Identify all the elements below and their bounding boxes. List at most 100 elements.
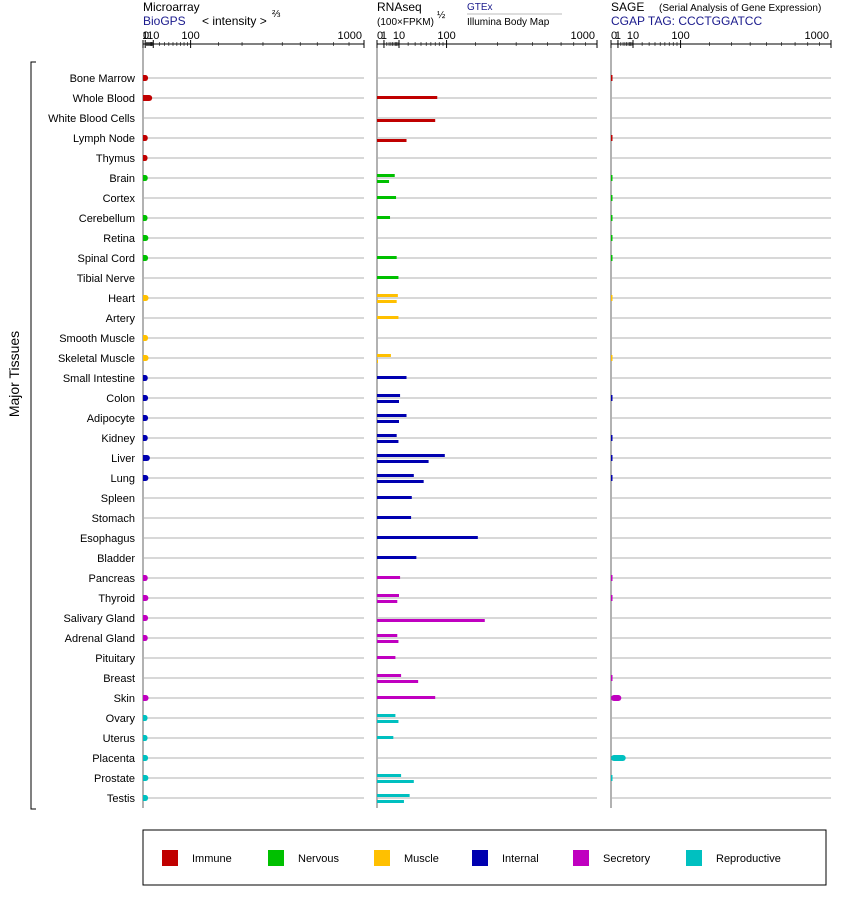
rnaseq-tick-label: 100 <box>437 30 455 42</box>
ibm-bar <box>377 780 414 783</box>
gtex-bar <box>377 556 417 559</box>
gtex-bar <box>377 174 395 177</box>
microarray-bar-body <box>143 155 146 161</box>
microarray-bar-body <box>143 255 146 261</box>
ibm-bar <box>377 800 404 803</box>
microarray-bar-body <box>143 295 146 301</box>
legend-label: Reproductive <box>716 853 781 865</box>
gtex-bar <box>377 376 407 379</box>
tissue-label: Thyroid <box>98 593 135 605</box>
microarray-bar-body <box>143 95 148 101</box>
ibm-bar <box>377 460 429 463</box>
tissue-label: Bone Marrow <box>70 73 135 85</box>
rnaseq-source-gtex: GTEx <box>467 2 493 13</box>
microarray-tick-label: 100 <box>181 30 199 42</box>
tissue-label: Thymus <box>96 153 136 165</box>
tissue-label: Cortex <box>103 193 136 205</box>
sage-bar <box>611 475 613 481</box>
tissue-label: Skeletal Muscle <box>58 353 135 365</box>
microarray-tick-label: 10 <box>147 30 159 42</box>
microarray-scale-label: < intensity > <box>202 14 267 28</box>
sage-bar <box>611 175 613 181</box>
gtex-bar <box>377 714 396 717</box>
ibm-bar <box>377 180 390 183</box>
tissue-label: Smooth Muscle <box>59 333 135 345</box>
tissue-label: Esophagus <box>80 533 136 545</box>
expression-bars <box>143 75 626 803</box>
microarray-bar-body <box>143 415 146 421</box>
sage-bar <box>611 355 613 361</box>
sage-title: SAGE <box>611 0 644 14</box>
gtex-bar <box>377 434 397 437</box>
ibm-bar <box>377 600 398 603</box>
gtex-bar <box>377 774 402 777</box>
sage-subtitle: CGAP TAG: CCCTGGATCC <box>611 14 762 28</box>
tissue-label: Lung <box>111 473 135 485</box>
sage-bar <box>611 455 613 461</box>
rnaseq-title: RNAseq <box>377 0 422 14</box>
microarray-bar-body <box>143 595 146 601</box>
sage-bar <box>611 695 622 701</box>
ibm-bar <box>377 440 399 443</box>
sage-bar <box>611 135 613 141</box>
tissue-label: Artery <box>106 313 136 325</box>
tissue-label: Pancreas <box>89 573 136 585</box>
sage-tick-label: 1 <box>615 30 621 42</box>
microarray-subtitle: BioGPS <box>143 14 186 28</box>
tissue-label: Colon <box>106 393 135 405</box>
tissue-bracket <box>30 61 36 810</box>
sage-tick-label: 100 <box>671 30 689 42</box>
sage-tick-label: 10 <box>627 30 639 42</box>
sage-bar <box>611 235 613 241</box>
microarray-bar-body <box>143 755 146 761</box>
microarray-bar-body <box>143 775 146 781</box>
ibm-bar <box>377 300 397 303</box>
legend-label: Immune <box>192 853 232 865</box>
gtex-bar <box>377 414 407 417</box>
gtex-bar <box>377 496 412 499</box>
y-axis-label: Major Tissues <box>6 331 22 417</box>
tissue-label: Prostate <box>94 773 135 785</box>
ibm-bar <box>377 480 424 483</box>
sage-bar <box>611 775 613 781</box>
sage-bar <box>611 75 613 81</box>
tissue-label: Ovary <box>106 713 136 725</box>
microarray-bar-body <box>143 695 146 701</box>
ibm-bar <box>377 119 436 122</box>
tissue-label: Tibial Nerve <box>77 273 135 285</box>
microarray-bar-body <box>143 395 146 401</box>
gtex-bar <box>377 96 438 99</box>
rnaseq-scale-exp: ½ <box>437 10 446 21</box>
gtex-bar <box>377 316 399 319</box>
rnaseq-scale-label: (100×FPKM) <box>377 17 434 28</box>
sage-bar <box>611 595 613 601</box>
tissue-label: Cerebellum <box>79 213 135 225</box>
sage-bar <box>611 295 613 301</box>
rnaseq-tick-label: 1 <box>381 30 387 42</box>
microarray-bar-body <box>143 335 146 341</box>
tissue-label: Spleen <box>101 493 135 505</box>
tissue-label: Salivary Gland <box>63 613 135 625</box>
gtex-bar <box>377 216 391 219</box>
gtex-bar <box>377 576 401 579</box>
gtex-bar <box>377 256 397 259</box>
tissue-label: Small Intestine <box>63 373 135 385</box>
gtex-bar <box>377 594 399 597</box>
gtex-bar <box>377 276 399 279</box>
sage-bar <box>611 755 626 761</box>
gtex-bar <box>377 516 412 519</box>
tissue-rows: Bone Marrow Whole Blood White Blood Cells L… <box>48 73 831 805</box>
gtex-bar <box>377 454 445 457</box>
rnaseq-tick-label: 10 <box>393 30 405 42</box>
legend-swatch <box>268 850 284 866</box>
tissue-label: Lymph Node <box>73 133 135 145</box>
microarray-tick-label: 1000 <box>338 30 362 42</box>
ibm-bar <box>377 720 399 723</box>
legend-swatch <box>573 850 589 866</box>
gtex-bar <box>377 736 394 739</box>
tissue-label: Testis <box>107 793 136 805</box>
microarray-bar-body <box>143 575 146 581</box>
microarray-bar-body <box>143 215 146 221</box>
